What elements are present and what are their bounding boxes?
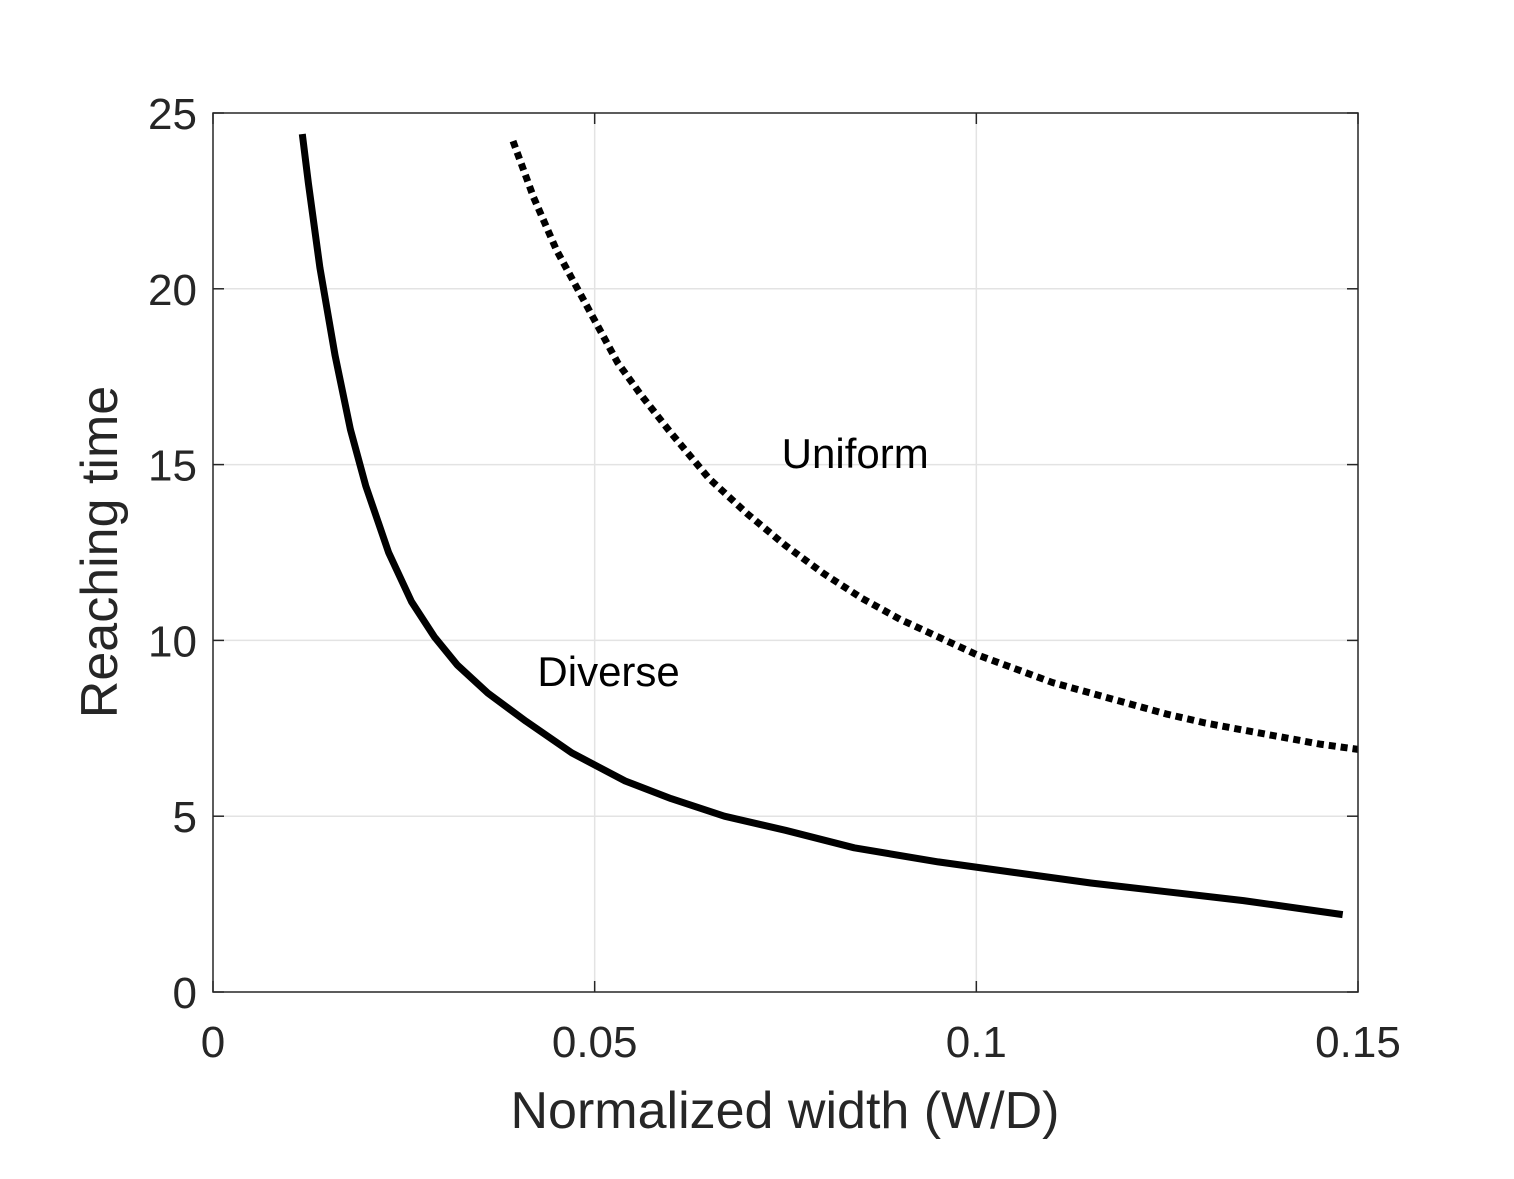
y-tick-label: 25: [148, 90, 197, 139]
y-tick-label: 20: [148, 266, 197, 315]
series-layer: [298, 133, 1359, 919]
series-line-diverse: [298, 133, 1344, 919]
annotations: Uniform Diverse: [537, 430, 928, 695]
x-axis-label: Normalized width (W/D): [511, 1082, 1060, 1140]
annotation-diverse: Diverse: [537, 648, 679, 695]
axis-ticks: 0 0.05 0.1 0.15 0 5 10 15 20 25: [148, 90, 1401, 1067]
grid: [213, 113, 1358, 992]
y-axis-label: Reaching time: [71, 386, 129, 718]
y-tick-label: 5: [173, 793, 197, 842]
y-tick-label: 10: [148, 617, 197, 666]
x-tick-label: 0.1: [946, 1018, 1007, 1067]
annotation-uniform: Uniform: [782, 430, 929, 477]
x-tick-label: 0.05: [552, 1018, 638, 1067]
plot-frame: [212, 112, 1359, 993]
x-tick-label: 0: [201, 1018, 225, 1067]
x-tick-label: 0.15: [1315, 1018, 1401, 1067]
y-tick-label: 0: [173, 969, 197, 1018]
series-line-uniform: [509, 139, 1359, 753]
y-tick-label: 15: [148, 442, 197, 491]
